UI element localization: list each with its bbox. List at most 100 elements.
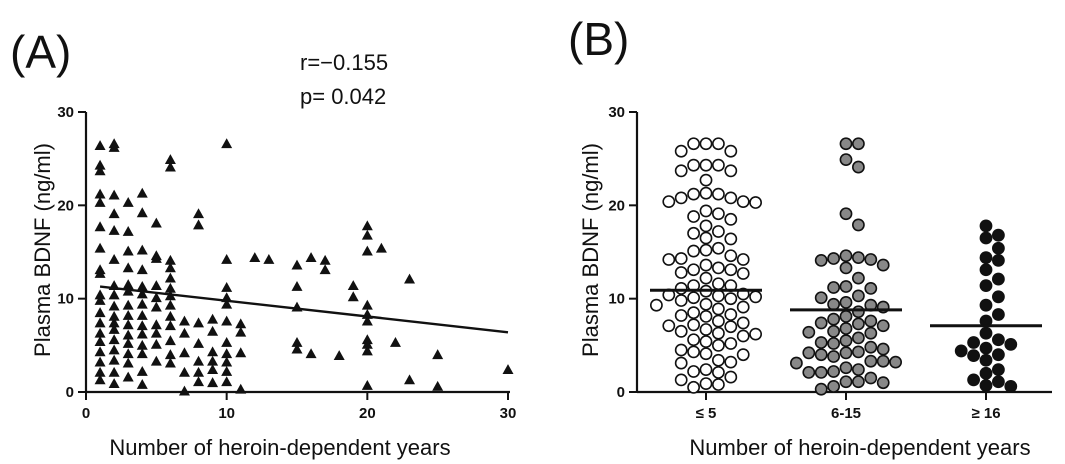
data-point xyxy=(235,318,247,329)
data-point xyxy=(122,225,134,236)
data-point xyxy=(839,280,853,293)
data-point xyxy=(305,252,317,262)
data-point xyxy=(827,297,840,311)
data-point xyxy=(221,356,233,367)
data-point xyxy=(992,253,1005,267)
data-point xyxy=(736,329,750,343)
panel-b-means xyxy=(650,288,1042,328)
y-tick-label-3: 30 xyxy=(57,104,74,121)
data-point xyxy=(712,365,725,379)
data-point xyxy=(814,382,828,396)
y-tick-label-0: 0 xyxy=(66,384,74,401)
data-point xyxy=(94,165,106,176)
data-point xyxy=(687,244,700,258)
data-point xyxy=(122,348,134,359)
data-point xyxy=(432,380,444,391)
data-point xyxy=(802,365,816,379)
data-point xyxy=(749,327,762,341)
data-point xyxy=(150,319,162,330)
data-point xyxy=(150,355,162,366)
panel-b: (B) 0 10 20 30 ≤ 5 6-15 ≥ 16 Number of heroin-… xyxy=(568,13,1052,460)
data-point xyxy=(662,195,676,208)
data-point xyxy=(876,342,890,356)
data-point xyxy=(94,295,106,305)
data-point xyxy=(876,258,890,272)
data-point xyxy=(108,300,120,311)
data-point xyxy=(178,327,190,338)
data-point xyxy=(814,348,828,362)
data-point xyxy=(827,337,840,350)
data-point xyxy=(122,319,134,330)
data-point xyxy=(992,308,1005,321)
data-point xyxy=(712,277,725,291)
data-point xyxy=(263,253,275,264)
data-point xyxy=(736,267,750,280)
data-point xyxy=(814,316,828,330)
data-point xyxy=(979,251,993,264)
data-point xyxy=(164,320,176,331)
data-point xyxy=(699,186,713,200)
data-point xyxy=(864,326,878,340)
data-point xyxy=(827,379,840,393)
panel-a-y-title: Plasma BDNF (ng/ml) xyxy=(30,143,55,357)
data-point xyxy=(674,252,688,265)
panel-b-points xyxy=(650,137,1018,396)
data-point xyxy=(674,373,688,387)
data-point xyxy=(724,144,738,158)
data-point xyxy=(992,348,1005,362)
panel-a-ticks: 0 10 20 30 0 10 20 30 xyxy=(57,104,516,422)
data-point xyxy=(687,210,700,223)
data-point xyxy=(674,266,688,279)
data-point xyxy=(235,326,247,337)
data-point xyxy=(108,317,120,328)
data-point xyxy=(979,341,993,355)
data-point xyxy=(814,291,828,305)
data-point xyxy=(712,137,725,151)
data-point xyxy=(207,325,219,336)
data-point xyxy=(724,292,738,306)
data-point xyxy=(852,363,865,376)
data-point xyxy=(827,324,840,338)
data-point xyxy=(992,375,1005,389)
data-point xyxy=(136,207,148,218)
data-point xyxy=(699,137,713,151)
data-point xyxy=(827,312,840,326)
data-point xyxy=(699,377,713,390)
data-point xyxy=(699,323,713,336)
data-point xyxy=(992,272,1005,286)
data-point xyxy=(736,253,750,266)
data-point xyxy=(122,299,134,310)
data-point xyxy=(361,220,373,231)
data-point xyxy=(724,337,738,350)
data-point xyxy=(979,263,993,277)
data-point xyxy=(361,379,373,390)
data-point xyxy=(361,245,373,256)
data-point xyxy=(724,370,738,384)
correlation-r: r=−0.155 xyxy=(300,50,388,75)
data-point xyxy=(852,271,865,285)
data-point xyxy=(178,315,190,326)
data-point xyxy=(889,355,902,369)
data-point xyxy=(839,346,853,360)
data-point xyxy=(164,299,176,310)
data-point xyxy=(150,292,162,303)
data-point xyxy=(164,310,176,321)
data-point xyxy=(724,212,738,226)
data-point xyxy=(839,361,853,375)
data-point xyxy=(164,262,176,273)
data-point xyxy=(979,231,993,245)
data-point xyxy=(108,366,120,377)
data-point xyxy=(674,343,688,357)
data-point xyxy=(361,345,373,356)
data-point xyxy=(852,375,865,389)
data-point xyxy=(802,346,816,360)
data-point xyxy=(864,314,878,328)
data-point xyxy=(432,349,444,360)
data-point xyxy=(712,289,725,303)
data-point xyxy=(954,344,968,358)
panel-a-points xyxy=(94,138,514,396)
data-point xyxy=(108,344,120,355)
data-point xyxy=(136,328,148,339)
y-tick-label-2: 20 xyxy=(608,197,625,214)
data-point xyxy=(150,301,162,312)
